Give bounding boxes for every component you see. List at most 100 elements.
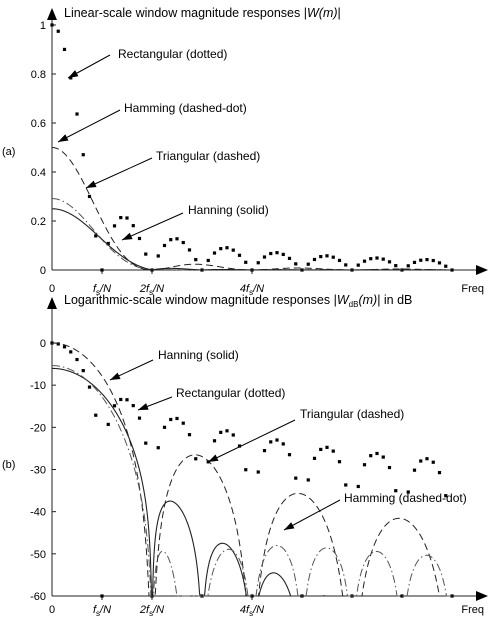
rectangular-annotation-label: Rectangular (dotted) — [118, 47, 227, 61]
x-tick-label: fs/N — [93, 604, 111, 618]
rectangular-point — [112, 404, 117, 408]
x-tick-label: 2fs/N — [139, 283, 164, 297]
triangular-series — [52, 342, 452, 597]
hanning-annotation-label: Hanning (solid) — [188, 203, 269, 217]
y-tick-label: 0.2 — [31, 216, 46, 228]
rectangular-point — [187, 248, 192, 252]
rectangular-point — [175, 237, 179, 241]
hamming-pointer-arrowhead — [58, 134, 69, 142]
rectangular-point — [81, 369, 85, 373]
rectangular-point — [187, 433, 192, 437]
rectangular-point — [412, 260, 417, 264]
rectangular-point — [69, 76, 73, 80]
rectangular-point — [425, 258, 429, 262]
rectangular-point — [225, 429, 229, 433]
rectangular-point — [344, 483, 348, 487]
rectangular-point — [331, 449, 335, 453]
rectangular-point — [262, 449, 267, 453]
x-tick-label: 2fs/N — [139, 604, 164, 618]
y-tick-label: 0 — [40, 265, 46, 277]
y-tick-label: 0.4 — [31, 167, 46, 179]
x-tick-label: 4fs/N — [240, 604, 264, 618]
hanning-pointer-arrowhead — [122, 232, 133, 240]
rectangular-point — [269, 440, 273, 444]
y-tick-label: 0.6 — [31, 118, 46, 130]
triangular-pointer-arrowhead — [86, 180, 97, 188]
rectangular-point — [306, 262, 310, 266]
rectangular-point — [287, 453, 292, 457]
rectangular-point — [244, 468, 248, 472]
y-axis-arrow — [47, 297, 57, 309]
rectangular-series — [50, 23, 454, 272]
rectangular-point — [319, 254, 323, 259]
triangular-annotation-label: Triangular (dashed) — [156, 149, 260, 163]
rectangular-point — [412, 468, 417, 472]
rectangular-point — [444, 494, 448, 498]
hanning-series — [52, 367, 452, 597]
y-tick-label: -60 — [30, 591, 46, 603]
rectangular-point — [237, 444, 242, 448]
rectangular-point — [294, 262, 298, 266]
x-axis-arrow — [476, 265, 488, 275]
rectangular-point — [56, 29, 60, 33]
rectangular-point — [69, 350, 73, 354]
rectangular-point — [431, 258, 435, 263]
rectangular-point — [75, 112, 79, 116]
rectangular-point — [369, 454, 373, 458]
rectangular-point — [381, 257, 385, 261]
rectangular-point — [181, 240, 185, 245]
rectangular-point — [419, 258, 423, 262]
chart-title: Logarithmic-scale window magnitude respo… — [64, 293, 412, 309]
y-tick-label: 1 — [40, 20, 46, 32]
rectangular-point — [225, 246, 229, 250]
hamming-pointer-line — [283, 499, 341, 531]
rectangular-point — [244, 260, 248, 264]
rectangular-point — [319, 447, 323, 452]
rectangular-point — [375, 451, 379, 456]
rectangular-point — [431, 460, 435, 464]
panel-label: (b) — [2, 459, 15, 471]
rectangular-point — [344, 263, 348, 267]
rectangular-point — [94, 413, 98, 417]
rectangular-point — [87, 385, 92, 389]
triangular-pointer-line — [85, 157, 153, 189]
rectangular-point — [394, 264, 398, 268]
x-tick-label: fs/N — [93, 283, 111, 297]
rectangular-point — [419, 459, 423, 463]
panel-a-linear: 0 0.2 0.4 0.6 0.8 1 0 fs/N 2fs/N 4fs/N Freq (a) Line… — [2, 6, 488, 297]
y-tick-label: -20 — [30, 422, 46, 434]
panel-label: (a) — [2, 146, 15, 158]
hamming-annotation-label: Hamming (dashed-dot) — [344, 491, 467, 505]
rectangular-point — [94, 234, 98, 238]
rectangular-point — [437, 261, 442, 265]
rectangular-point — [287, 256, 292, 260]
rectangular-point — [106, 241, 110, 246]
rectangular-point — [206, 258, 210, 263]
rectangular-point — [444, 264, 448, 268]
rectangular-point — [175, 416, 179, 421]
rectangular-point — [219, 247, 223, 251]
rectangular-point — [281, 252, 285, 257]
rectangular-point — [356, 484, 360, 489]
rectangular-point — [381, 455, 385, 459]
rectangular-point — [169, 417, 173, 422]
rectangular-point — [131, 224, 135, 228]
y-tick-label: -30 — [30, 465, 46, 477]
rectangular-point — [212, 439, 217, 443]
rectangular-point — [162, 425, 167, 429]
triangular-pointer-line — [207, 419, 296, 463]
rectangular-annotation-label: Rectangular (dotted) — [176, 386, 285, 400]
rectangular-point — [156, 446, 160, 450]
rectangular-point — [137, 416, 142, 420]
rectangular-point — [437, 471, 442, 475]
rectangular-point — [231, 433, 235, 437]
rectangular-pointer-arrowhead — [68, 70, 79, 78]
rectangular-point — [256, 470, 260, 474]
hanning-pointer-line — [121, 212, 184, 241]
triangular-annotation-label: Triangular (dashed) — [300, 407, 404, 421]
hanning-pointer-arrowhead — [110, 372, 121, 380]
rectangular-point — [131, 404, 135, 408]
rectangular-point — [294, 476, 298, 480]
rectangular-point — [194, 258, 198, 262]
